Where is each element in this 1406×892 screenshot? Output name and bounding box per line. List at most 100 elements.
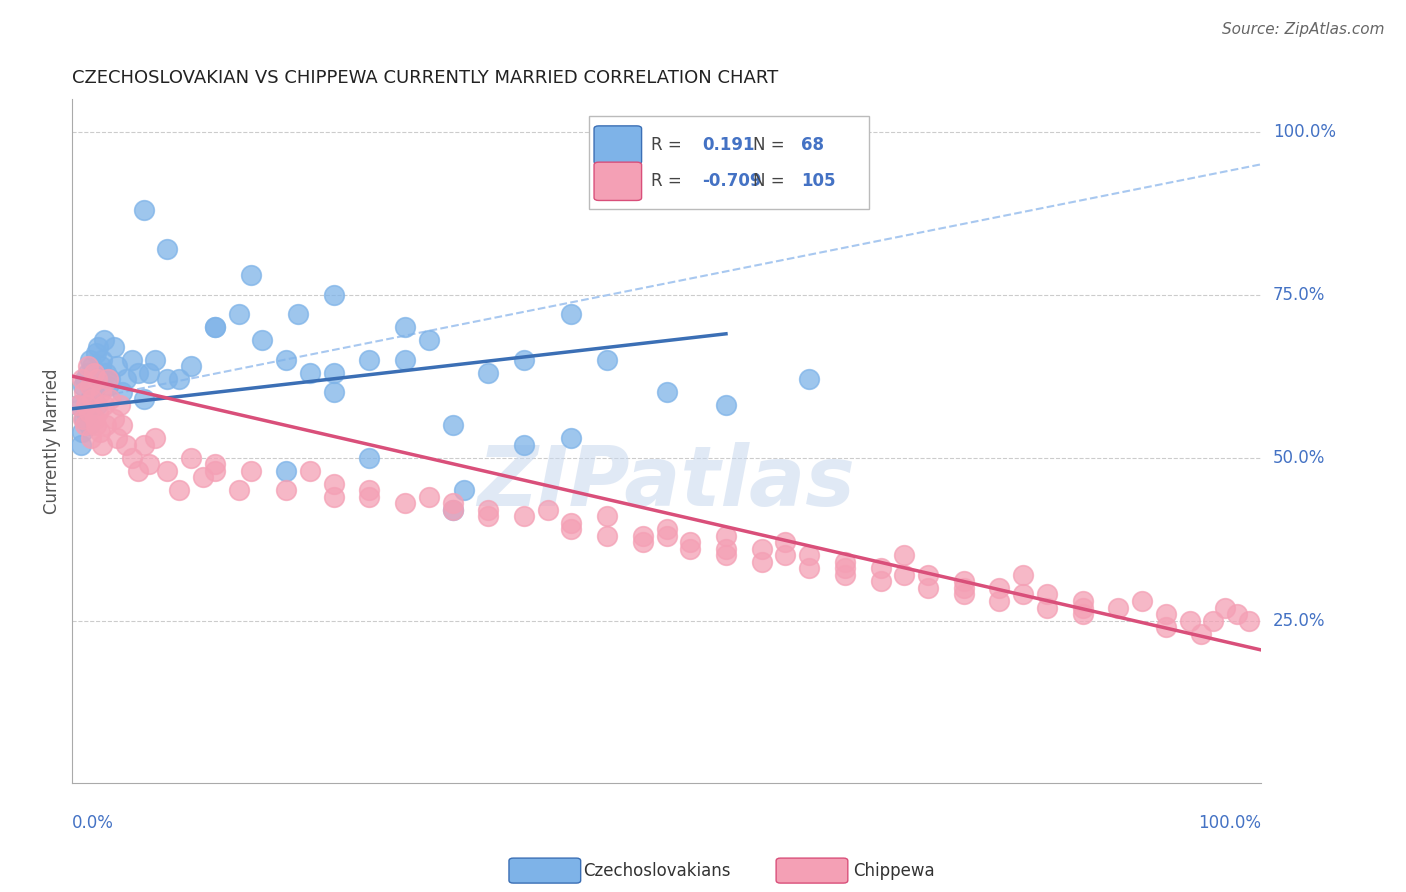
Point bbox=[82, 359, 104, 374]
Point bbox=[1012, 587, 1035, 601]
Point bbox=[917, 581, 939, 595]
Point bbox=[298, 464, 321, 478]
Point bbox=[90, 359, 112, 374]
Point bbox=[477, 502, 499, 516]
Point bbox=[322, 476, 344, 491]
Point bbox=[359, 450, 381, 465]
Point bbox=[418, 334, 440, 348]
Point bbox=[89, 372, 111, 386]
Point bbox=[72, 379, 94, 393]
Point bbox=[145, 431, 167, 445]
Point bbox=[679, 541, 702, 556]
Point bbox=[834, 568, 856, 582]
Point bbox=[394, 320, 416, 334]
Point bbox=[84, 346, 107, 360]
Point bbox=[537, 502, 560, 516]
Point bbox=[276, 464, 298, 478]
Point bbox=[322, 366, 344, 380]
Point bbox=[477, 366, 499, 380]
Point bbox=[79, 379, 101, 393]
Point bbox=[97, 379, 120, 393]
Point bbox=[239, 464, 262, 478]
Text: 100.0%: 100.0% bbox=[1272, 123, 1336, 141]
Text: 100.0%: 100.0% bbox=[1198, 814, 1261, 832]
Point bbox=[156, 242, 179, 256]
Point bbox=[359, 490, 381, 504]
Point bbox=[94, 366, 117, 380]
Point bbox=[775, 549, 797, 563]
Point bbox=[1178, 614, 1201, 628]
Point bbox=[751, 541, 773, 556]
Point bbox=[228, 307, 250, 321]
Point bbox=[93, 334, 115, 348]
FancyBboxPatch shape bbox=[595, 126, 641, 164]
Point bbox=[631, 535, 654, 549]
Point bbox=[75, 418, 97, 433]
Point bbox=[1012, 568, 1035, 582]
Point bbox=[441, 418, 464, 433]
Point bbox=[560, 431, 582, 445]
Text: 25.0%: 25.0% bbox=[1272, 612, 1326, 630]
Point bbox=[513, 352, 536, 367]
Point bbox=[952, 587, 974, 601]
Point bbox=[70, 425, 93, 439]
Point bbox=[869, 561, 891, 575]
Point bbox=[70, 372, 93, 386]
Text: 105: 105 bbox=[801, 172, 835, 190]
Point bbox=[799, 372, 821, 386]
Point bbox=[441, 502, 464, 516]
Point bbox=[105, 431, 128, 445]
Point bbox=[91, 437, 114, 451]
Point bbox=[1237, 614, 1260, 628]
Point bbox=[83, 366, 105, 380]
Point bbox=[1130, 594, 1153, 608]
Point bbox=[655, 529, 678, 543]
Point bbox=[287, 307, 309, 321]
Point bbox=[90, 385, 112, 400]
Point bbox=[631, 529, 654, 543]
Point bbox=[103, 411, 125, 425]
Point bbox=[1226, 607, 1249, 621]
Point bbox=[1213, 600, 1236, 615]
Point bbox=[714, 549, 737, 563]
Text: N =: N = bbox=[754, 136, 785, 154]
Point bbox=[127, 366, 149, 380]
FancyBboxPatch shape bbox=[589, 116, 869, 209]
Point bbox=[477, 509, 499, 524]
Point bbox=[76, 366, 98, 380]
Point bbox=[132, 437, 155, 451]
Point bbox=[75, 372, 97, 386]
Point bbox=[799, 561, 821, 575]
Point bbox=[988, 594, 1011, 608]
Point bbox=[560, 522, 582, 536]
Point bbox=[72, 411, 94, 425]
Text: Chippewa: Chippewa bbox=[853, 862, 935, 880]
Point bbox=[869, 574, 891, 589]
Text: 0.191: 0.191 bbox=[702, 136, 755, 154]
Point bbox=[513, 509, 536, 524]
Point bbox=[560, 307, 582, 321]
Point bbox=[239, 268, 262, 282]
Point bbox=[1154, 607, 1177, 621]
Point bbox=[834, 561, 856, 575]
Point bbox=[132, 392, 155, 406]
Point bbox=[799, 549, 821, 563]
Point bbox=[98, 372, 121, 386]
Point bbox=[359, 352, 381, 367]
Point bbox=[79, 392, 101, 406]
Point bbox=[111, 418, 134, 433]
Point bbox=[394, 496, 416, 510]
Point bbox=[97, 372, 120, 386]
Text: R =: R = bbox=[651, 136, 682, 154]
Point bbox=[180, 359, 202, 374]
Point bbox=[83, 411, 105, 425]
Point bbox=[76, 359, 98, 374]
Point bbox=[121, 450, 143, 465]
Point bbox=[87, 405, 110, 419]
Point bbox=[73, 411, 96, 425]
Point bbox=[1071, 594, 1094, 608]
Point bbox=[204, 464, 226, 478]
Point bbox=[191, 470, 214, 484]
Point bbox=[322, 385, 344, 400]
Point bbox=[76, 405, 98, 419]
